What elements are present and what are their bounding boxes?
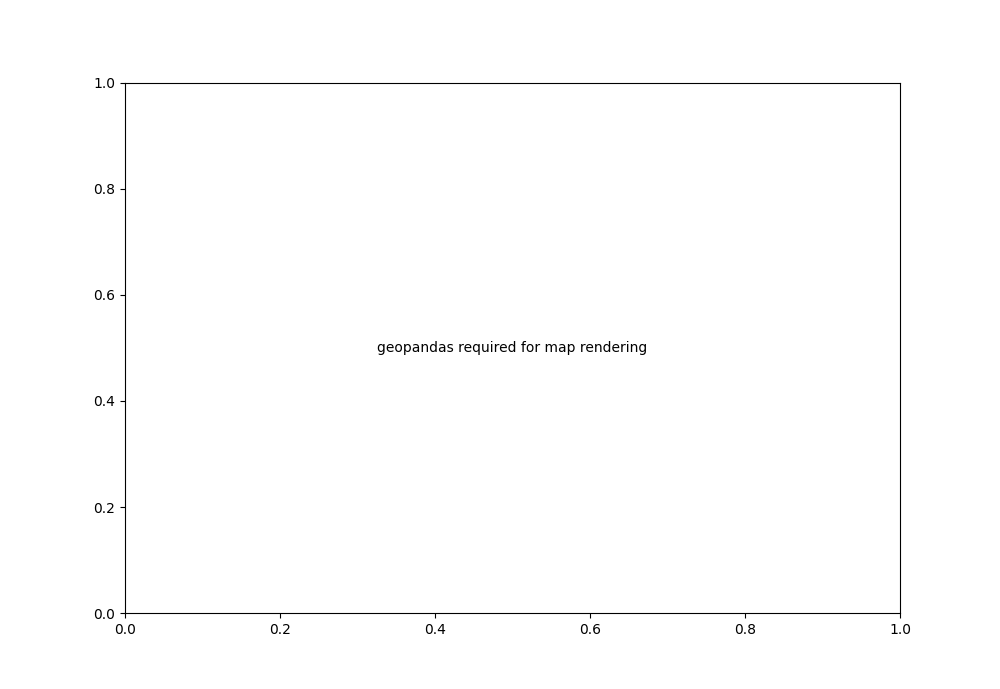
Text: geopandas required for map rendering: geopandas required for map rendering bbox=[377, 341, 648, 355]
